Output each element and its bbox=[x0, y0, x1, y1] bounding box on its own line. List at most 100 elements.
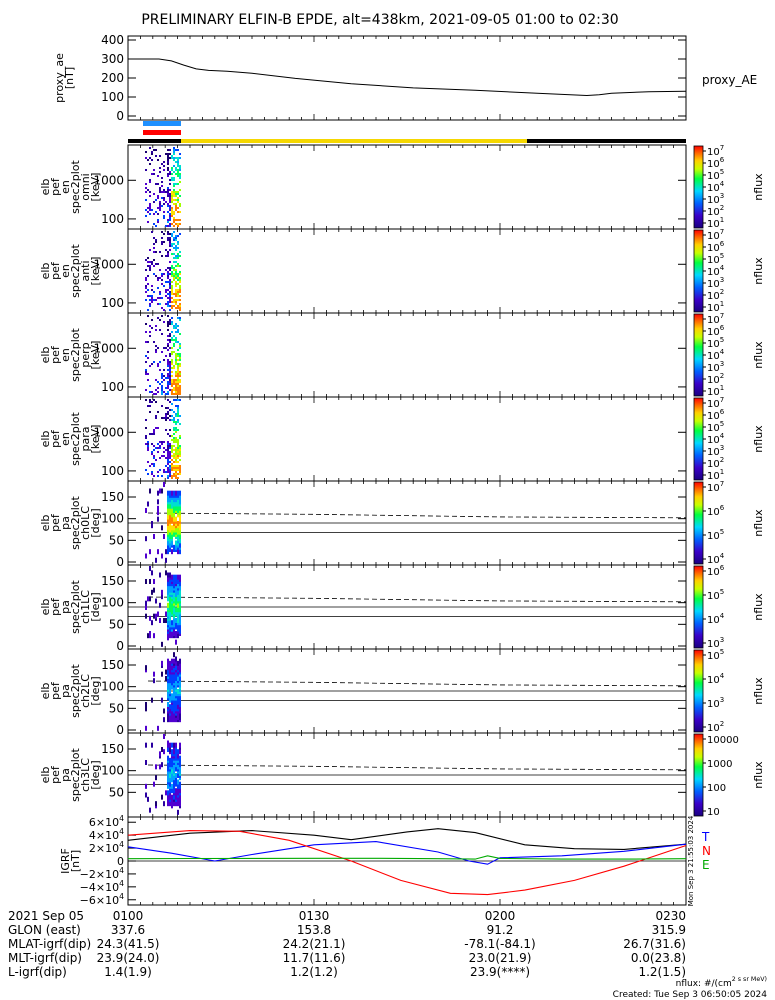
spectrogram-cell bbox=[147, 261, 149, 263]
spectrogram-cell bbox=[171, 353, 173, 355]
spectrogram-cell bbox=[167, 762, 169, 768]
spectrogram-cell bbox=[165, 419, 167, 421]
spectrogram-cells bbox=[145, 147, 181, 227]
spectrogram-cell bbox=[145, 389, 147, 391]
spectrogram-cell bbox=[179, 295, 181, 297]
spectrogram-cell bbox=[171, 620, 173, 626]
spectrogram-cell bbox=[153, 237, 155, 239]
spectrogram-cell bbox=[161, 762, 163, 768]
y-tick-label: 150 bbox=[101, 658, 124, 672]
spectrogram-cell bbox=[163, 233, 165, 235]
spectrogram-cell bbox=[169, 283, 171, 285]
panel-frame bbox=[127, 228, 687, 314]
spectrogram-cell bbox=[169, 293, 171, 295]
spectrogram-cell bbox=[167, 251, 169, 253]
spectrogram-cell bbox=[171, 271, 173, 273]
spectrogram-cell bbox=[179, 189, 181, 191]
spectrogram-cell bbox=[165, 570, 167, 576]
spectrogram-cell bbox=[171, 459, 173, 461]
spectrogram-cell bbox=[175, 660, 177, 666]
spectrogram-cell bbox=[171, 391, 173, 393]
spectrogram-cell bbox=[157, 277, 159, 279]
x-axis-row-value: -78.1(-84.1) bbox=[464, 937, 535, 951]
spectrogram-cell bbox=[177, 660, 179, 666]
spectrogram-cell bbox=[179, 469, 181, 471]
spectrogram-cell bbox=[157, 183, 159, 185]
spectrogram-cell bbox=[167, 702, 169, 707]
legend-entry: N bbox=[702, 844, 711, 858]
spectrogram-cell bbox=[147, 309, 149, 311]
spectrogram-cell bbox=[151, 299, 153, 301]
spectrogram-cell bbox=[167, 777, 169, 783]
spectrogram-cell bbox=[177, 317, 179, 319]
spectrogram-cell bbox=[177, 385, 179, 387]
spectrogram-cell bbox=[173, 189, 175, 191]
spectrogram-cell bbox=[171, 363, 173, 365]
y-axis-label: pef bbox=[49, 513, 62, 532]
spectrogram-cell bbox=[179, 542, 181, 548]
x-axis-row-label: 2021 Sep 05 bbox=[8, 909, 84, 923]
spectrogram-cell bbox=[169, 451, 171, 453]
spectrogram-cell bbox=[179, 451, 181, 453]
spectrogram-cell bbox=[175, 283, 177, 285]
spectrogram-cell bbox=[167, 451, 169, 453]
x-axis-row-value: 24.2(21.1) bbox=[283, 937, 346, 951]
status-bar-red bbox=[143, 130, 181, 135]
spectrogram-cell bbox=[169, 457, 171, 459]
spectrogram-cell bbox=[175, 299, 177, 301]
spectrogram-cell bbox=[167, 547, 169, 552]
spectrogram-cell bbox=[179, 157, 181, 159]
spectrogram-cell bbox=[159, 764, 161, 770]
spectrogram-cell bbox=[169, 199, 171, 201]
spectrogram-cell bbox=[177, 415, 179, 417]
y-axis-label: pef bbox=[49, 681, 62, 700]
spectrogram-cell bbox=[145, 427, 147, 429]
y-axis-label: spec2plot bbox=[69, 748, 82, 802]
spectrogram-cell bbox=[177, 201, 179, 203]
spectrogram-cell bbox=[145, 369, 147, 371]
spectrogram-cell bbox=[169, 453, 171, 455]
spectrogram-cell bbox=[173, 165, 175, 167]
spectrogram-cell bbox=[179, 307, 181, 309]
spectrogram-cell bbox=[171, 449, 173, 451]
spectrogram-cell bbox=[153, 273, 155, 275]
spectrogram-cell bbox=[171, 207, 173, 209]
spectrogram-cell bbox=[163, 708, 165, 714]
spectrogram-cell bbox=[179, 195, 181, 197]
spectrogram-cell bbox=[173, 439, 175, 441]
y-tick-label: 1000 bbox=[93, 425, 124, 439]
spectrogram-cell bbox=[147, 357, 149, 359]
spectrogram-cell bbox=[171, 749, 173, 755]
spectrogram-cell bbox=[169, 375, 171, 377]
spectrogram-cell bbox=[173, 231, 175, 233]
spectrogram-cell bbox=[169, 279, 171, 281]
spectrogram-cell bbox=[179, 169, 181, 171]
spectrogram-cell bbox=[145, 277, 147, 279]
spectrogram-cell bbox=[169, 319, 171, 321]
spectrogram-cell bbox=[161, 747, 163, 752]
spectrogram-cell bbox=[145, 508, 147, 513]
spectrogram-cell bbox=[175, 455, 177, 457]
spectrogram-cell bbox=[159, 207, 161, 209]
spectrogram-cell bbox=[153, 299, 155, 301]
spectrogram-cell bbox=[149, 299, 151, 301]
spectrogram-cell bbox=[167, 373, 169, 375]
spectrogram-cell bbox=[167, 305, 169, 307]
spectrogram-cell bbox=[153, 671, 155, 677]
spectrogram-cell bbox=[177, 371, 179, 373]
x-axis-row-value: 23.9(24.0) bbox=[97, 951, 160, 965]
y-axis-label: [deg] bbox=[89, 760, 102, 789]
spectrogram-cell bbox=[169, 757, 171, 763]
spectrogram-cell bbox=[173, 742, 175, 748]
y-axis-label: perp bbox=[79, 342, 92, 367]
spectrogram-cell bbox=[163, 717, 165, 723]
spectrogram-cell bbox=[155, 211, 157, 213]
spectrogram-cell bbox=[173, 203, 175, 205]
spectrogram-cell bbox=[179, 516, 181, 522]
spectrogram-cell bbox=[179, 379, 181, 381]
spectrogram-cell bbox=[163, 165, 165, 167]
spectrogram-cell bbox=[169, 297, 171, 299]
spectrogram-cell bbox=[177, 219, 179, 221]
spectrogram-cell bbox=[165, 377, 167, 379]
spectrogram-cell bbox=[167, 301, 169, 303]
